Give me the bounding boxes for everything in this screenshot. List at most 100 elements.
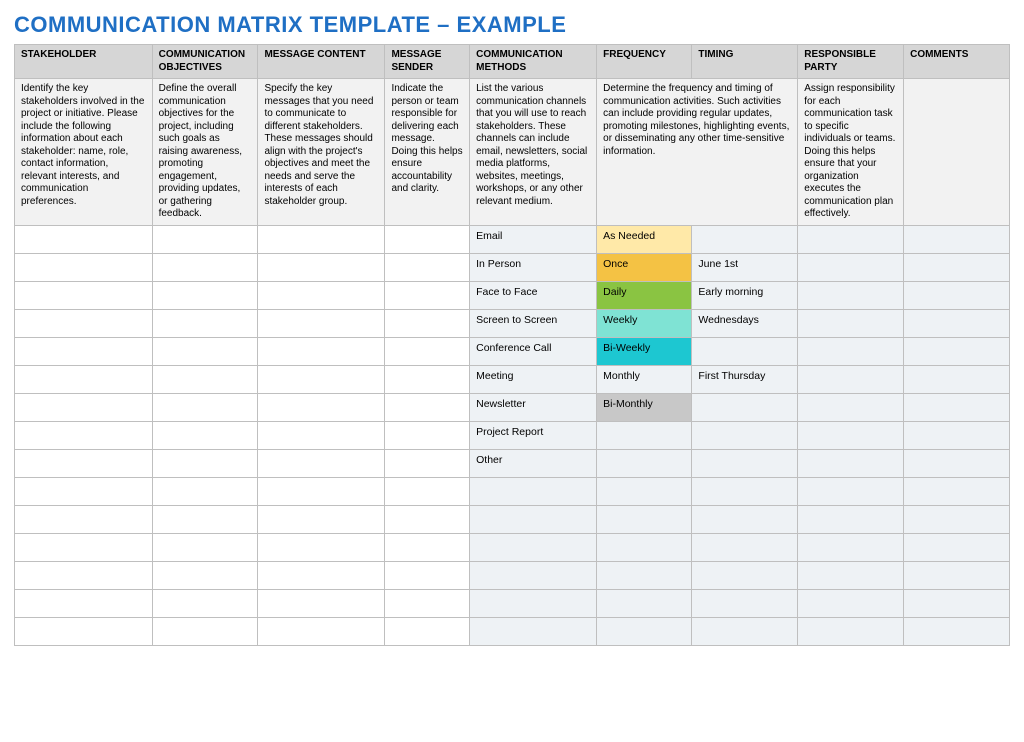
cell-stakeholder[interactable]: [15, 505, 153, 533]
cell-timing[interactable]: [692, 505, 798, 533]
cell-content[interactable]: [258, 337, 385, 365]
cell-objectives[interactable]: [152, 477, 258, 505]
cell-stakeholder[interactable]: [15, 617, 153, 645]
cell-frequency[interactable]: [597, 477, 692, 505]
cell-content[interactable]: [258, 477, 385, 505]
cell-comments[interactable]: [904, 449, 1010, 477]
cell-frequency[interactable]: [597, 449, 692, 477]
cell-stakeholder[interactable]: [15, 281, 153, 309]
cell-party[interactable]: [798, 421, 904, 449]
cell-objectives[interactable]: [152, 533, 258, 561]
cell-comments[interactable]: [904, 225, 1010, 253]
cell-content[interactable]: [258, 225, 385, 253]
cell-timing[interactable]: First Thursday: [692, 365, 798, 393]
cell-stakeholder[interactable]: [15, 225, 153, 253]
cell-timing[interactable]: [692, 421, 798, 449]
cell-party[interactable]: [798, 393, 904, 421]
cell-frequency[interactable]: Monthly: [597, 365, 692, 393]
cell-party[interactable]: [798, 561, 904, 589]
cell-sender[interactable]: [385, 309, 470, 337]
cell-sender[interactable]: [385, 253, 470, 281]
cell-objectives[interactable]: [152, 561, 258, 589]
cell-frequency[interactable]: [597, 617, 692, 645]
cell-sender[interactable]: [385, 393, 470, 421]
cell-frequency[interactable]: Bi-Monthly: [597, 393, 692, 421]
cell-methods[interactable]: [470, 589, 597, 617]
cell-frequency[interactable]: [597, 421, 692, 449]
cell-sender[interactable]: [385, 561, 470, 589]
cell-methods[interactable]: Email: [470, 225, 597, 253]
cell-frequency[interactable]: Daily: [597, 281, 692, 309]
cell-content[interactable]: [258, 393, 385, 421]
cell-comments[interactable]: [904, 393, 1010, 421]
cell-sender[interactable]: [385, 337, 470, 365]
cell-timing[interactable]: [692, 225, 798, 253]
cell-party[interactable]: [798, 589, 904, 617]
cell-comments[interactable]: [904, 253, 1010, 281]
cell-methods[interactable]: [470, 533, 597, 561]
cell-content[interactable]: [258, 365, 385, 393]
cell-party[interactable]: [798, 617, 904, 645]
cell-comments[interactable]: [904, 589, 1010, 617]
cell-frequency[interactable]: Bi-Weekly: [597, 337, 692, 365]
cell-frequency[interactable]: Once: [597, 253, 692, 281]
cell-content[interactable]: [258, 617, 385, 645]
cell-party[interactable]: [798, 281, 904, 309]
cell-objectives[interactable]: [152, 225, 258, 253]
cell-sender[interactable]: [385, 617, 470, 645]
cell-party[interactable]: [798, 365, 904, 393]
cell-methods[interactable]: [470, 561, 597, 589]
cell-party[interactable]: [798, 225, 904, 253]
cell-stakeholder[interactable]: [15, 477, 153, 505]
cell-content[interactable]: [258, 253, 385, 281]
cell-sender[interactable]: [385, 225, 470, 253]
cell-timing[interactable]: Early morning: [692, 281, 798, 309]
cell-sender[interactable]: [385, 421, 470, 449]
cell-objectives[interactable]: [152, 449, 258, 477]
cell-methods[interactable]: Screen to Screen: [470, 309, 597, 337]
cell-objectives[interactable]: [152, 309, 258, 337]
cell-content[interactable]: [258, 449, 385, 477]
cell-frequency[interactable]: As Needed: [597, 225, 692, 253]
cell-methods[interactable]: [470, 477, 597, 505]
cell-stakeholder[interactable]: [15, 393, 153, 421]
cell-timing[interactable]: Wednesdays: [692, 309, 798, 337]
cell-comments[interactable]: [904, 337, 1010, 365]
cell-objectives[interactable]: [152, 589, 258, 617]
cell-comments[interactable]: [904, 617, 1010, 645]
cell-party[interactable]: [798, 309, 904, 337]
cell-stakeholder[interactable]: [15, 561, 153, 589]
cell-comments[interactable]: [904, 365, 1010, 393]
cell-content[interactable]: [258, 561, 385, 589]
cell-objectives[interactable]: [152, 421, 258, 449]
cell-frequency[interactable]: [597, 533, 692, 561]
cell-methods[interactable]: In Person: [470, 253, 597, 281]
cell-stakeholder[interactable]: [15, 589, 153, 617]
cell-timing[interactable]: [692, 617, 798, 645]
cell-sender[interactable]: [385, 505, 470, 533]
cell-methods[interactable]: Conference Call: [470, 337, 597, 365]
cell-stakeholder[interactable]: [15, 337, 153, 365]
cell-objectives[interactable]: [152, 365, 258, 393]
cell-methods[interactable]: [470, 617, 597, 645]
cell-content[interactable]: [258, 281, 385, 309]
cell-comments[interactable]: [904, 281, 1010, 309]
cell-comments[interactable]: [904, 505, 1010, 533]
cell-party[interactable]: [798, 449, 904, 477]
cell-comments[interactable]: [904, 421, 1010, 449]
cell-comments[interactable]: [904, 477, 1010, 505]
cell-methods[interactable]: Meeting: [470, 365, 597, 393]
cell-timing[interactable]: [692, 477, 798, 505]
cell-objectives[interactable]: [152, 281, 258, 309]
cell-comments[interactable]: [904, 533, 1010, 561]
cell-stakeholder[interactable]: [15, 449, 153, 477]
cell-sender[interactable]: [385, 281, 470, 309]
cell-stakeholder[interactable]: [15, 253, 153, 281]
cell-party[interactable]: [798, 253, 904, 281]
cell-content[interactable]: [258, 309, 385, 337]
cell-party[interactable]: [798, 477, 904, 505]
cell-timing[interactable]: [692, 337, 798, 365]
cell-timing[interactable]: [692, 589, 798, 617]
cell-sender[interactable]: [385, 449, 470, 477]
cell-frequency[interactable]: [597, 505, 692, 533]
